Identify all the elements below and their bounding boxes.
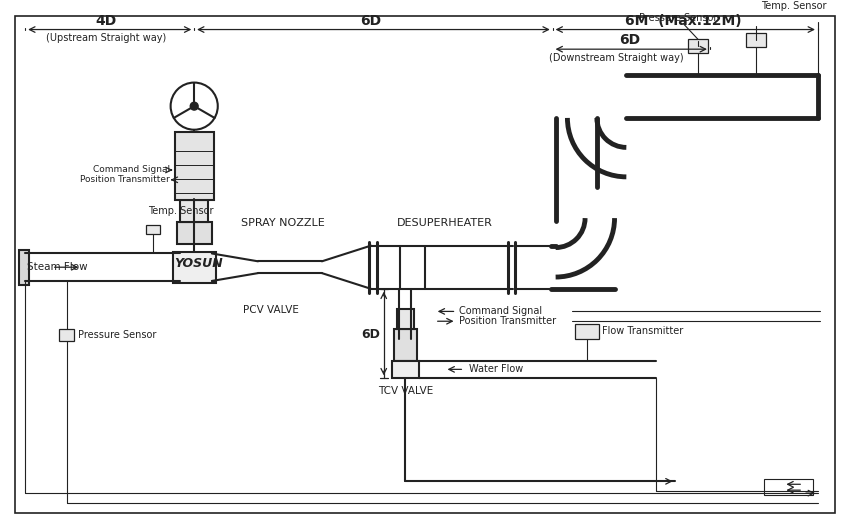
Text: Position Transmitter: Position Transmitter [80, 175, 170, 184]
Text: 6D: 6D [619, 33, 640, 47]
Bar [396, 310, 414, 329]
Text: 4D: 4D [95, 14, 116, 28]
Text: (Downstream Straight way): (Downstream Straight way) [549, 53, 684, 63]
Text: Pressure Sensor: Pressure Sensor [78, 330, 156, 340]
Bar [575, 324, 599, 339]
Circle shape [190, 102, 198, 110]
Text: Flow Transmitter: Flow Transmitter [602, 326, 683, 336]
Text: Steam Flow: Steam Flow [27, 262, 88, 272]
Bar [746, 33, 766, 47]
Text: TCV VALVE: TCV VALVE [377, 386, 433, 396]
Text: Water Flow: Water Flow [469, 364, 524, 374]
Text: Position Transmitter: Position Transmitter [459, 316, 557, 326]
Bar [764, 479, 813, 495]
Bar [180, 200, 208, 222]
Bar [174, 132, 214, 200]
Text: 6D: 6D [361, 327, 380, 340]
Text: Temp. Sensor: Temp. Sensor [148, 206, 213, 216]
Bar [146, 225, 160, 234]
Text: Temp. Sensor: Temp. Sensor [761, 1, 826, 11]
Text: 6D: 6D [360, 14, 382, 28]
Text: (Upstream Straight way): (Upstream Straight way) [46, 33, 166, 43]
Text: Pressure Sensor: Pressure Sensor [639, 13, 717, 23]
Text: Command Signal: Command Signal [93, 165, 170, 174]
Bar [177, 222, 212, 244]
Text: YOSUN: YOSUN [173, 257, 223, 270]
Bar [394, 329, 417, 361]
Text: 6M  (Max.12M): 6M (Max.12M) [625, 14, 741, 28]
Text: SPRAY NOZZLE: SPRAY NOZZLE [241, 218, 325, 228]
Bar [20, 250, 29, 285]
Text: Command Signal: Command Signal [459, 306, 542, 316]
Text: PCV VALVE: PCV VALVE [243, 304, 299, 315]
Bar [173, 252, 216, 283]
Text: DESUPERHEATER: DESUPERHEATER [397, 218, 493, 228]
Bar [392, 361, 419, 378]
Bar [688, 39, 708, 53]
Bar [59, 329, 74, 341]
